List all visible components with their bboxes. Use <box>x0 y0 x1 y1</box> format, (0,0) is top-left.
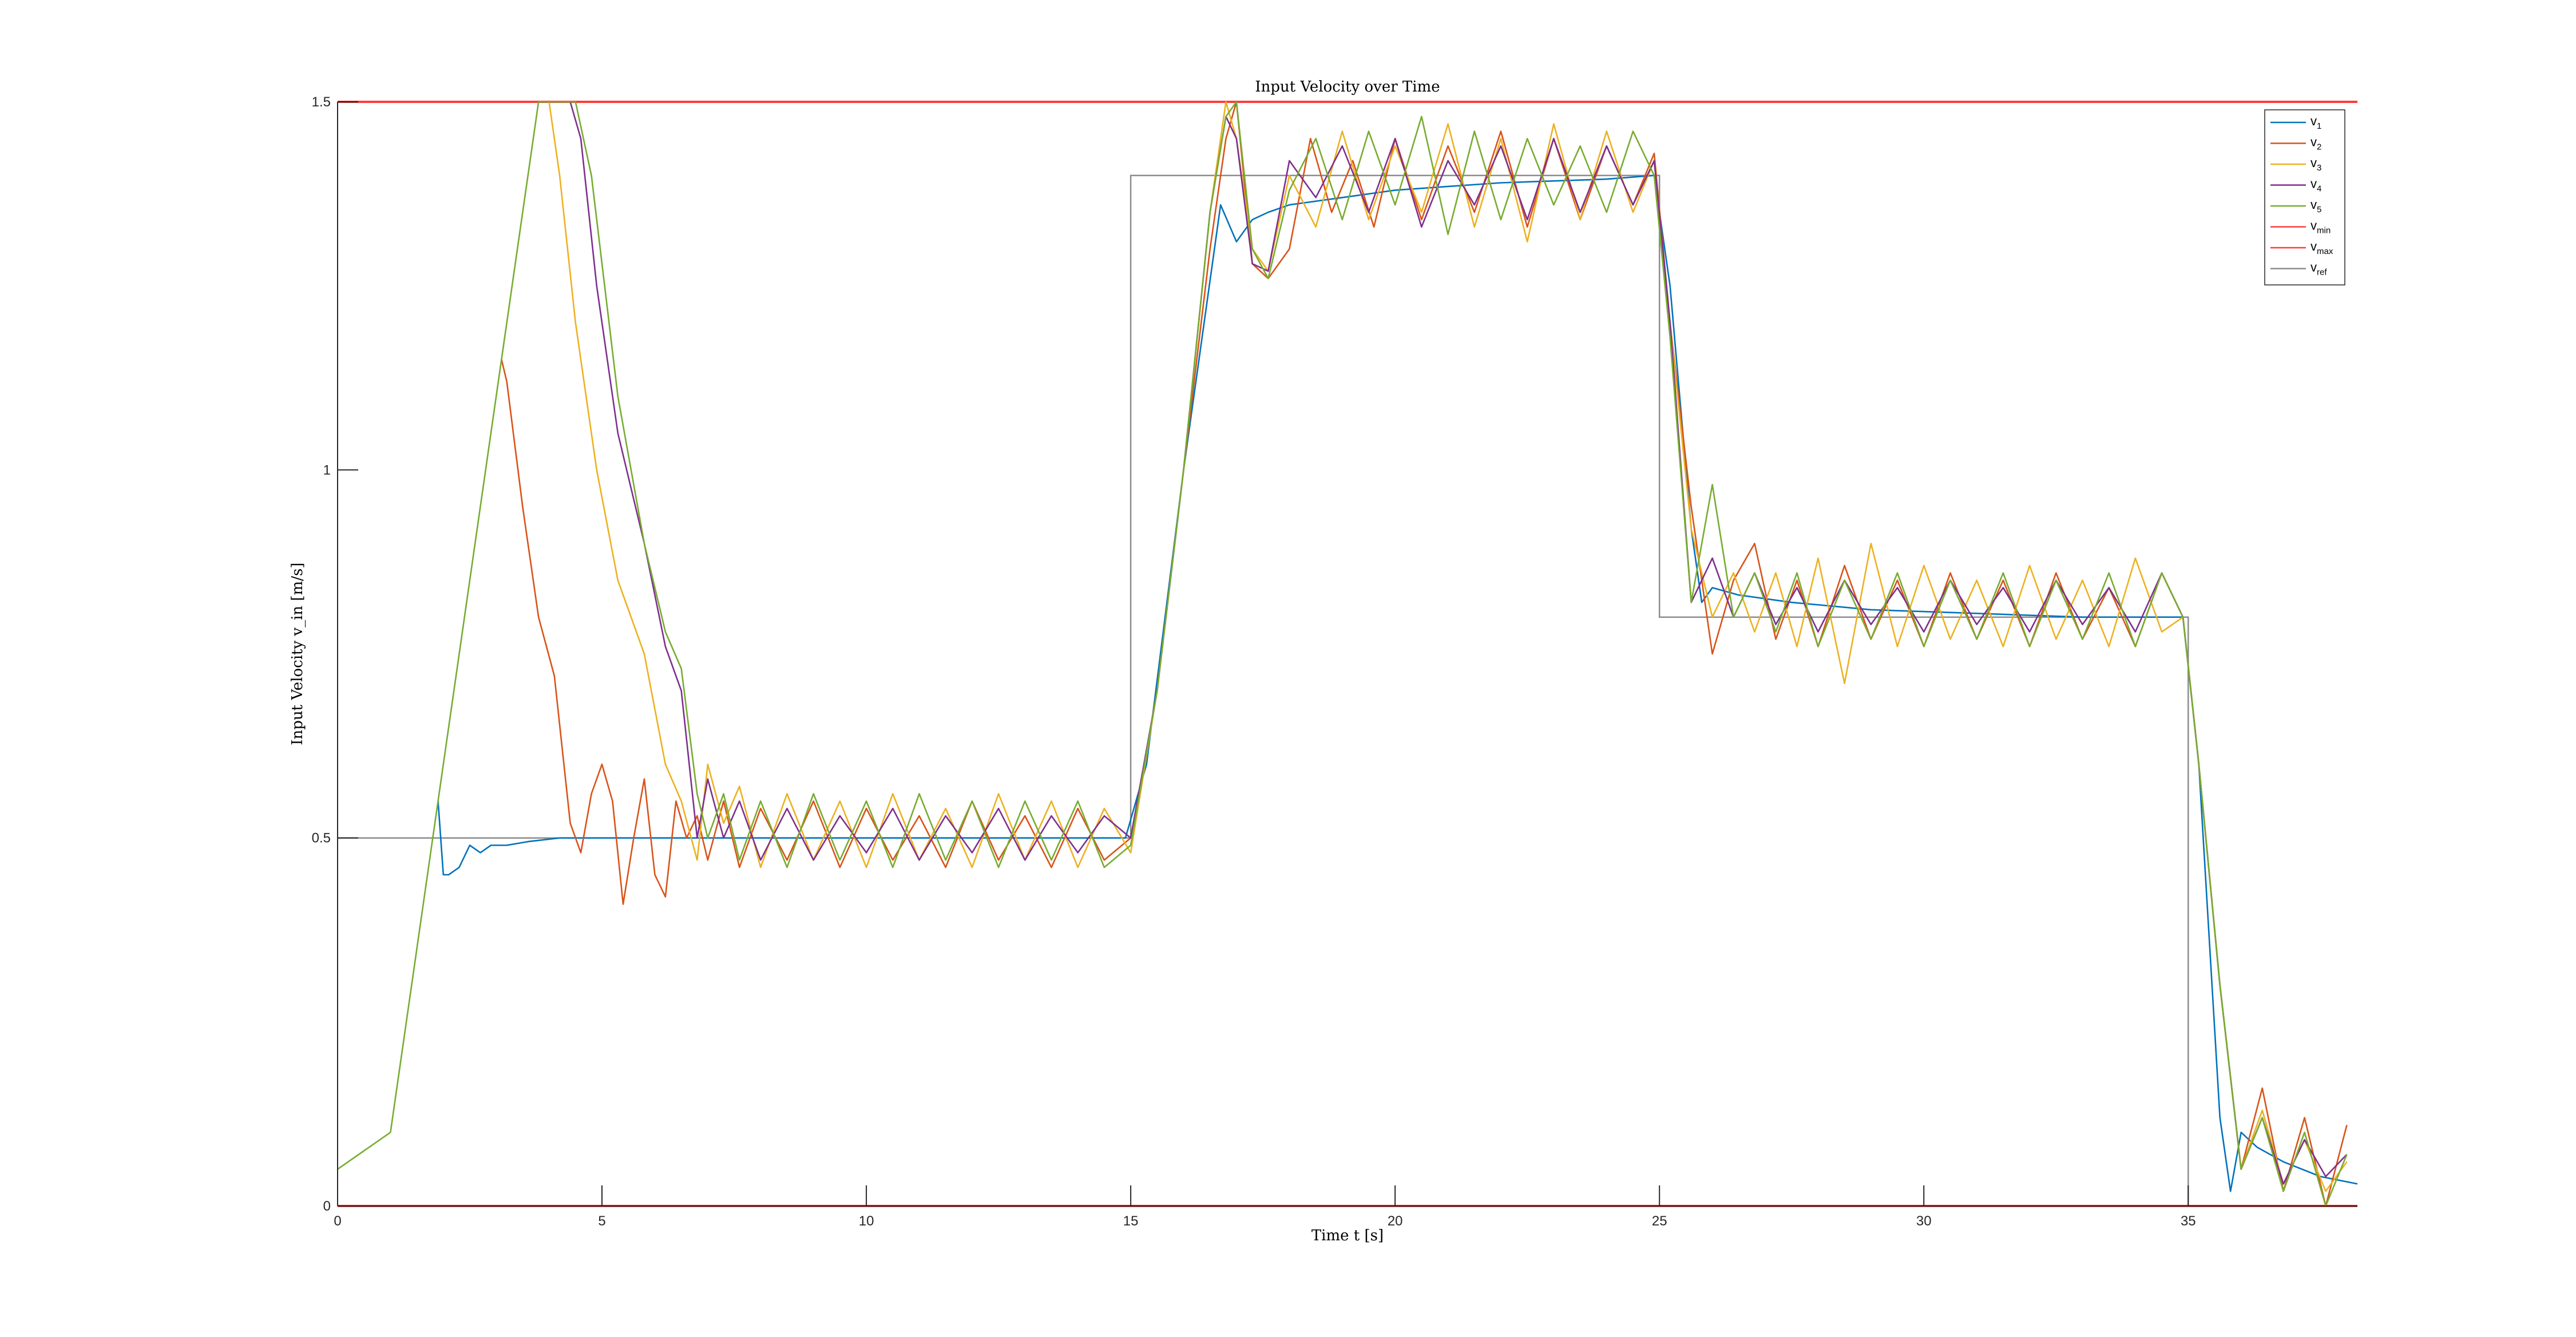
x-tick-label: 30 <box>1916 1213 1932 1229</box>
series-layer <box>337 101 2358 1207</box>
legend-label-v-max: vmax <box>2311 239 2333 256</box>
series-line-v-3 <box>548 101 2348 1192</box>
x-tick-label: 15 <box>1123 1213 1139 1229</box>
series-line-v-4 <box>569 101 2348 1185</box>
legend-label-v-ref: vref <box>2311 260 2327 277</box>
legend-label-v-3: v3 <box>2311 156 2321 173</box>
y-tick-label: 0 <box>323 1199 331 1214</box>
legend-label-v-2: v2 <box>2311 135 2321 152</box>
x-tick-label: 0 <box>334 1213 341 1229</box>
y-axis-label: Input Velocity v_in [m/s] <box>289 562 306 745</box>
legend-box <box>2264 109 2345 285</box>
series-line-v-ref <box>338 174 2357 1207</box>
axes-layer <box>337 102 2357 1207</box>
legend-label-v-4: v4 <box>2311 177 2321 194</box>
x-axis-label: Time t [s] <box>1311 1227 1384 1244</box>
x-tick-label: 5 <box>598 1213 605 1229</box>
y-tick-label: 1 <box>323 462 331 478</box>
legend-label-v-min: vmin <box>2311 219 2331 236</box>
x-tick-label: 25 <box>1652 1213 1667 1229</box>
x-tick-label: 35 <box>2181 1213 2196 1229</box>
y-tick-label: 0.5 <box>312 831 331 846</box>
legend-label-v-5: v5 <box>2311 197 2321 215</box>
x-tick-label: 10 <box>859 1213 874 1229</box>
tick-layer: 0 5 10 15 20 25 30 35 0 0.5 1 1.5 <box>312 94 2196 1229</box>
y-tick-label: 1.5 <box>312 94 331 110</box>
axes-box <box>338 102 2357 1206</box>
series-line-v-5 <box>337 101 2348 1207</box>
chart-title: Input Velocity over Time <box>1255 78 1440 96</box>
x-tick-label: 20 <box>1388 1213 1403 1229</box>
legend: v1 v2 v3 v4 v5 vmin vmax vref <box>2264 109 2345 285</box>
legend-label-v-1: v1 <box>2311 114 2321 131</box>
